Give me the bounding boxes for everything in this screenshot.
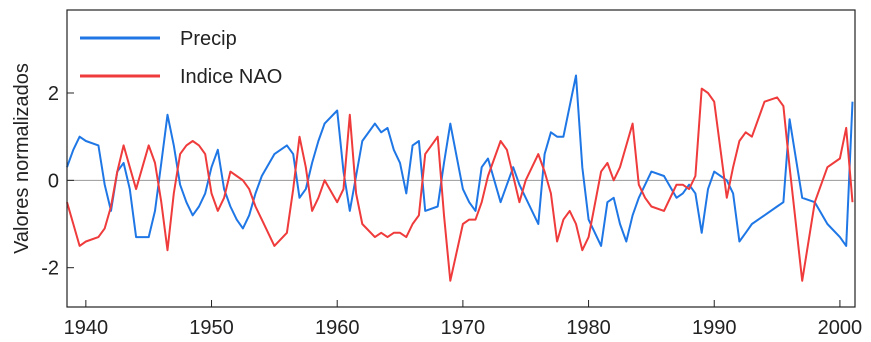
series-line-precip	[66, 74, 854, 247]
x-tick-label: 1990	[692, 317, 737, 339]
x-tick-label: 1980	[566, 317, 611, 339]
x-tick-label: 1940	[64, 317, 109, 339]
legend-label-precip: Precip	[180, 28, 237, 50]
legend: Precip Indice NAO	[80, 28, 282, 88]
y-tick-label: 0	[48, 170, 59, 192]
y-axis-label: Valores normalizados	[11, 63, 33, 254]
y-tick-label: -2	[41, 258, 59, 280]
series-layer	[66, 74, 854, 282]
x-tick-label: 1960	[315, 317, 360, 339]
x-tick-label: 1950	[189, 317, 234, 339]
y-tick-label: 2	[48, 83, 59, 105]
series-line-nao	[66, 87, 854, 282]
x-tick-label: 1970	[441, 317, 486, 339]
legend-label-nao: Indice NAO	[180, 66, 282, 88]
x-tick-label: 2000	[818, 317, 863, 339]
axis-layer: 1940 1950 1960 1970 1980 1990 2000 -2 0 2	[41, 83, 862, 339]
plot-frame	[66, 9, 856, 308]
